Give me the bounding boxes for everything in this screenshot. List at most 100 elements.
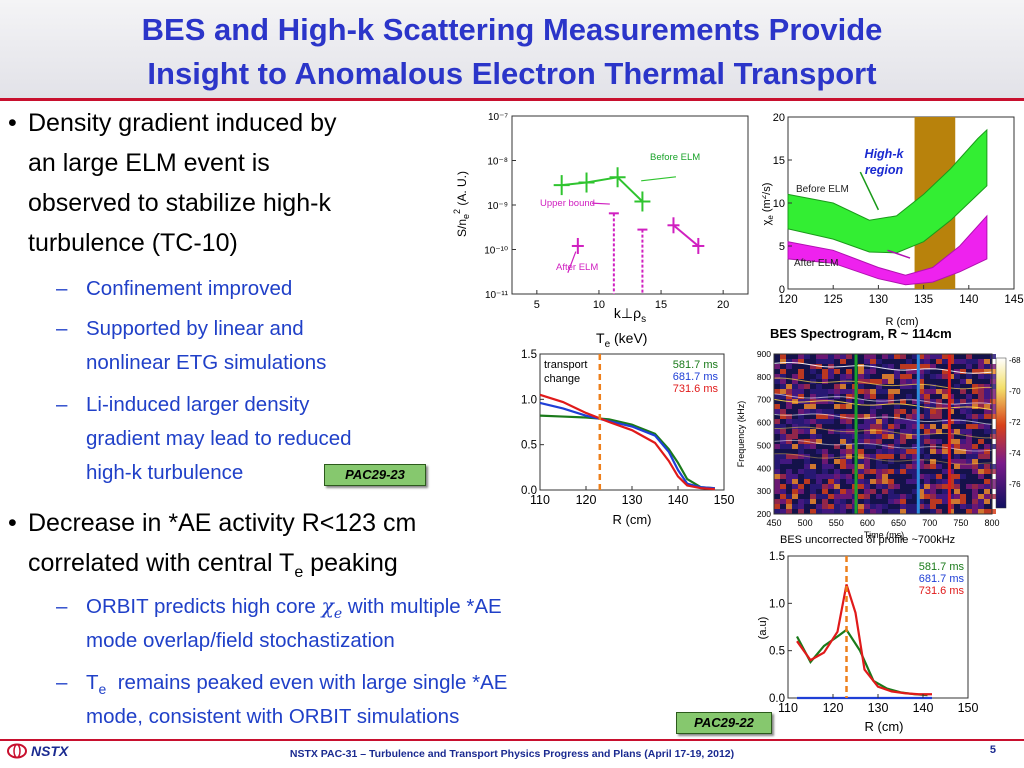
spectrogram-cell: [882, 379, 888, 384]
spectrogram-cell: [924, 414, 930, 419]
spectrogram-cell: [882, 504, 888, 509]
title-band: [0, 0, 1024, 98]
spectrogram-cell: [858, 399, 864, 404]
spectrogram-cell: [924, 504, 930, 509]
spectrogram-cell: [864, 389, 870, 394]
spectrogram-cell: [810, 379, 816, 384]
sub-1-1: Confinement improved: [86, 277, 293, 300]
spectrogram-cell: [990, 409, 996, 414]
spectrogram-cell: [816, 354, 822, 359]
spectrogram-cell: [954, 499, 960, 504]
spectrogram-cell: [804, 479, 810, 484]
spectrogram-cell: [942, 489, 948, 494]
spectrogram-cell: [972, 419, 978, 424]
plot-frame: [511, 115, 749, 295]
sub-dash: –: [56, 595, 68, 618]
spectrogram-cell: [882, 484, 888, 489]
y-tick-label: 10⁻¹¹: [485, 290, 509, 301]
spectrogram-cell: [894, 424, 900, 429]
spectrogram-cell: [840, 454, 846, 459]
chart-te-profile: 1.5 1.0 0.5 0.0 110 120 130 140 150 transport c…: [521, 349, 734, 527]
colorbar: [995, 357, 1007, 509]
spectrogram-cell: [984, 414, 990, 419]
spectrogram-cell: [792, 434, 798, 439]
spectrogram-cell: [972, 369, 978, 374]
spectrogram-cell: [942, 469, 948, 474]
spectrogram-cell: [774, 469, 780, 474]
spectrogram-cell: [828, 359, 834, 364]
spectrogram-cell: [780, 384, 786, 389]
spectrogram-cell: [918, 384, 924, 389]
spectrogram-cell: [960, 504, 966, 509]
spectrogram-cell: [894, 439, 900, 444]
spectrogram-cell: [924, 424, 930, 429]
spectrogram-cell: [774, 424, 780, 429]
spectrogram-cell: [780, 369, 786, 374]
spectrogram-cell: [924, 364, 930, 369]
spectrogram-cell: [990, 394, 996, 399]
series-line-581-7-ms: [539, 414, 715, 490]
spectrogram-cell: [918, 424, 924, 429]
spectrogram-cell: [864, 379, 870, 384]
spectrogram-cell: [900, 354, 906, 359]
bullet-1-line-1: Density gradient induced by: [28, 109, 337, 137]
spectrogram-cell: [972, 389, 978, 394]
spectrogram-cell: [858, 494, 864, 499]
spectrogram-cell: [990, 369, 996, 374]
spectrogram-cell: [822, 474, 828, 479]
legend-731-6-ms: 731.6 ms: [919, 585, 965, 597]
spectrogram-cell: [960, 399, 966, 404]
spectrogram-cell: [900, 499, 906, 504]
spectrogram-cell: [912, 414, 918, 419]
spectrogram-cell: [936, 494, 942, 499]
annotation-change: change: [544, 373, 580, 385]
spectrogram-cell: [948, 479, 954, 484]
spectrogram-cell: [972, 469, 978, 474]
spectrogram-cell: [810, 394, 816, 399]
spectrogram-cell: [822, 359, 828, 364]
spectrogram-cell: [990, 464, 996, 469]
spectrogram-cell: [948, 374, 954, 379]
spectrogram-cell: [840, 499, 846, 504]
y-tick-label: 10⁻⁷: [488, 112, 508, 123]
spectrogram-cell: [984, 384, 990, 389]
spectrogram-cell: [936, 409, 942, 414]
spectrogram-cell: [888, 469, 894, 474]
annotation-transport: transport: [544, 359, 587, 371]
spectrogram-cell: [882, 364, 888, 369]
spectrogram-cell: [936, 359, 942, 364]
x-tick-label: 135: [914, 294, 933, 306]
spectrogram-cell: [858, 424, 864, 429]
band-before-elm: [787, 128, 988, 254]
spectrogram-cell: [978, 454, 984, 459]
legend-before-elm: Before ELM: [796, 184, 849, 195]
bullet-1-line-2: an large ELM event is: [28, 149, 270, 177]
spectrogram-cell: [978, 509, 984, 514]
spectrogram-cell: [804, 454, 810, 459]
spectrogram-cell: [966, 424, 972, 429]
spectrogram-cell: [906, 464, 912, 469]
spectrogram-cell: [876, 459, 882, 464]
spectrogram-cell: [822, 374, 828, 379]
spectrogram-cell: [876, 384, 882, 389]
spectrogram-cell: [816, 414, 822, 419]
footer-rule: [0, 739, 1024, 741]
spectrogram-cell: [876, 449, 882, 454]
spectrogram-cell: [912, 399, 918, 404]
spectrogram-cell: [828, 494, 834, 499]
spectrogram-cell: [984, 394, 990, 399]
x-tick-label: 110: [530, 493, 550, 507]
spectrogram-cell: [846, 459, 852, 464]
spectrogram-cell: [798, 399, 804, 404]
spectrogram-cell: [888, 354, 894, 359]
spectrogram-cell: [930, 399, 936, 404]
x-axis-ticks: 110 120 130 140 150: [778, 694, 978, 715]
spectrogram-cell: [864, 359, 870, 364]
chart-bes-spectrogram: 900 800 700 600 500 400 300 200 450 500 550 600 650…: [736, 349, 1021, 540]
spectrogram-cell: [834, 404, 840, 409]
spectrogram-cell: [822, 409, 828, 414]
plot-frame: [539, 353, 725, 491]
spectrogram-cell: [978, 389, 984, 394]
spectrogram-cell: [798, 354, 804, 359]
spectrogram-cell: [924, 494, 930, 499]
